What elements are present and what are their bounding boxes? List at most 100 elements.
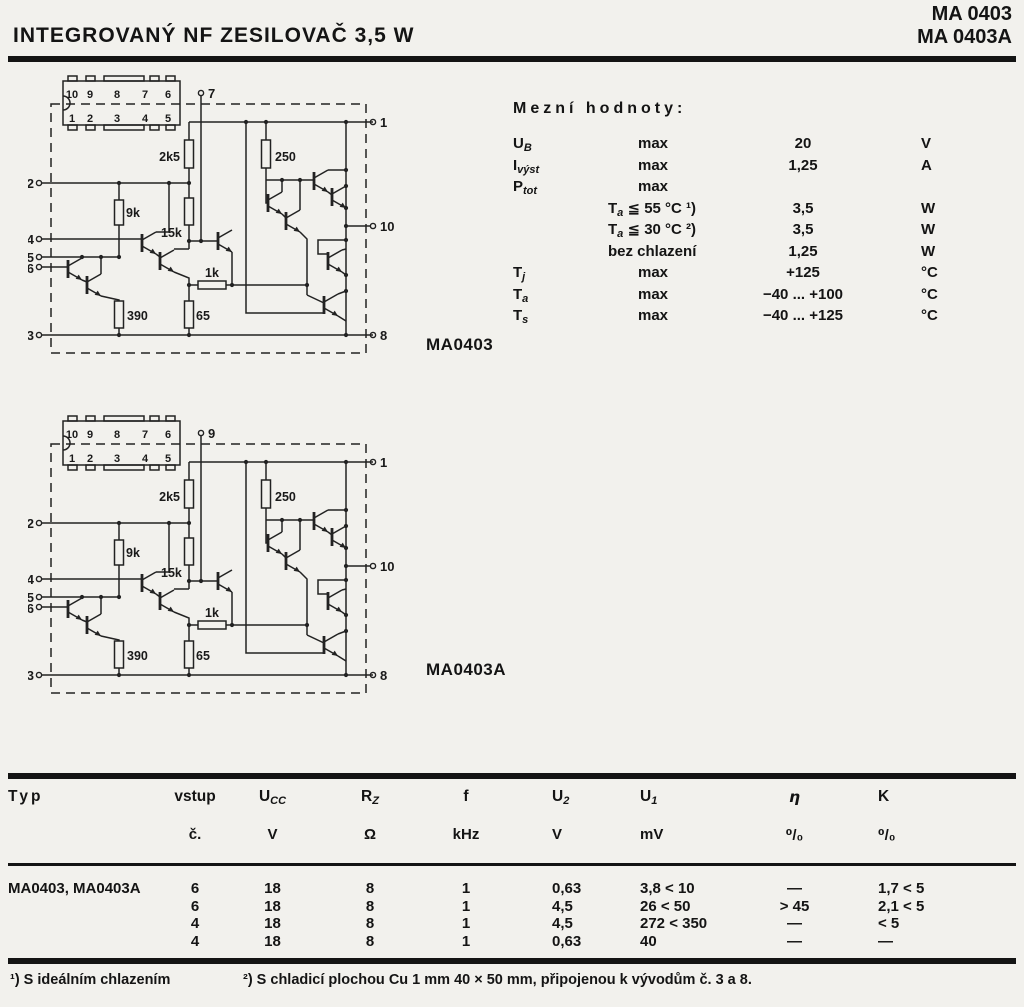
table-cell: 40 — [640, 932, 657, 950]
page-title: INTEGROVANÝ NF ZESILOVAČ 3,5 W — [13, 24, 415, 47]
col-header-f: f — [463, 788, 469, 805]
footnote-2: ²) S chladicí plochou Cu 1 mm 40 × 50 mm… — [243, 972, 752, 988]
pin-label-2: 2 — [28, 176, 34, 191]
resistor-65 — [183, 640, 195, 669]
circuit-block-ma0403: 10 9 8 7 6 1 2 3 4 5 — [28, 73, 548, 413]
pin-label-top: 7 — [208, 86, 215, 101]
dip-package-symbol: 10 9 8 7 6 1 2 3 4 5 — [62, 75, 181, 131]
dip-pin-4: 4 — [142, 113, 149, 125]
pin-label-top: 9 — [208, 426, 215, 441]
table-cell: 8 — [365, 915, 375, 932]
table-cell: 8 — [365, 897, 375, 915]
pin-label-10: 10 — [380, 559, 394, 574]
resistor-15k — [183, 537, 195, 566]
table-header-rule — [8, 863, 1016, 866]
limit-row: Ta ≦ 30 °C ²) 3,5 W — [608, 221, 936, 240]
dip-pin-5: 5 — [165, 453, 171, 465]
resistor-1k — [197, 620, 227, 630]
limit-row: UB max 20 V — [513, 135, 932, 154]
resistor-9k — [113, 199, 125, 226]
pin-label-8: 8 — [380, 668, 387, 683]
resistor-65-label: 65 — [196, 309, 210, 323]
table-cell: 18 — [264, 880, 281, 897]
resistor-2k5-label: 2k5 — [159, 490, 180, 504]
table-cell: — — [787, 915, 802, 932]
table-cell: 18 — [264, 932, 281, 950]
circuit-schematic: 10 9 8 7 6 1 2 3 4 5 — [28, 75, 394, 354]
dip-pin-8: 8 — [114, 89, 120, 101]
resistors: 2k5 250 9k 15k 1k 390 65 — [113, 139, 296, 329]
table-cell: 6 — [190, 897, 200, 915]
resistor-390-label: 390 — [127, 649, 148, 663]
pin-label-8: 8 — [380, 328, 387, 343]
dip-pin-5: 5 — [165, 113, 171, 125]
table-cell: — — [878, 932, 893, 950]
pin1-notch — [62, 435, 71, 451]
pin-label-2: 2 — [28, 516, 34, 531]
dip-pin-6: 6 — [165, 89, 171, 101]
dip-pin-1: 1 — [69, 453, 75, 465]
table-bottom-rule — [8, 958, 1016, 964]
dip-package-symbol: 10 9 8 7 6 1 2 3 4 5 — [62, 415, 181, 471]
resistor-9k-label: 9k — [126, 206, 140, 220]
ic-boundary-dashed-box — [50, 103, 367, 354]
table-cell: 0,63 — [552, 880, 582, 897]
table-cell: 4 — [190, 915, 200, 932]
resistor-65 — [183, 300, 195, 329]
limit-row: Ivýst max 1,25 A — [513, 156, 932, 176]
resistor-390 — [113, 300, 125, 329]
resistor-15k-label: 15k — [161, 566, 182, 580]
col-header-u2: U2 — [552, 788, 570, 807]
col-header-k: K — [878, 788, 890, 805]
limit-row: Ts max −40 ... +125 °C — [513, 307, 938, 326]
table-cell: 4,5 — [552, 915, 573, 932]
table-cell: 1,7 < 5 — [878, 880, 925, 897]
limit-row: Ta max −40 ... +100 °C — [513, 285, 938, 305]
transistors — [66, 168, 348, 318]
col-header-rz: RZ — [361, 788, 379, 807]
part-number-1: MA 0403 — [931, 3, 1012, 25]
header-divider — [8, 56, 1016, 62]
footnote-1: ¹) S ideálním chlazením — [10, 972, 171, 988]
part-number-2: MA 0403A — [917, 26, 1012, 48]
table-unit-row: č. V Ω kHz V mV ⁰/₀ ⁰/₀ — [188, 826, 896, 844]
dip-pin-1: 1 — [69, 113, 75, 125]
resistor-390 — [113, 640, 125, 669]
circuit-schematic-a: 10 9 8 7 6 1 2 3 4 5 — [28, 415, 394, 694]
table-cell: 2,1 < 5 — [878, 897, 925, 915]
pin-label-1: 1 — [380, 115, 387, 130]
resistor-2k5-label: 2k5 — [159, 150, 180, 164]
dip-pin-7: 7 — [142, 89, 148, 101]
junction-dots — [79, 459, 349, 678]
dip-pin-9: 9 — [87, 429, 93, 441]
limit-row: Ta ≦ 55 °C ¹) 3,5 W — [608, 199, 936, 219]
limit-row: Tj max +125 °C — [513, 264, 938, 283]
dip-pin-7: 7 — [142, 429, 148, 441]
dip-pin-10: 10 — [66, 89, 78, 101]
pin-label-10: 10 — [380, 219, 394, 234]
pin-label-6: 6 — [28, 601, 34, 616]
table-cell: 1 — [461, 915, 471, 932]
dip-pin-6: 6 — [165, 429, 171, 441]
table-cell: 1 — [461, 897, 471, 915]
pin-label-4: 4 — [28, 572, 35, 587]
pin-label-3: 3 — [28, 668, 34, 683]
resistor-2k5 — [183, 139, 195, 169]
table-cell: 1 — [461, 880, 471, 897]
dip-pin-9: 9 — [87, 89, 93, 101]
resistor-1k-label: 1k — [205, 266, 219, 280]
table-header-row: Typ vstup UCC RZ f U2 U1 η K — [8, 788, 982, 807]
pin-label-5: 5 — [28, 250, 34, 265]
pin-label-5: 5 — [28, 590, 34, 605]
col-header-vstup: vstup — [174, 788, 216, 805]
resistors: 2k5 250 9k 15k 1k 390 65 — [113, 479, 296, 669]
table-body: MA0403, MA0403A 6 18 8 1 0,63 3,8 < 10 —… — [8, 880, 982, 950]
resistor-15k — [183, 197, 195, 226]
limit-row: bez chlazení 1,25 W — [608, 242, 936, 260]
col-header-typ: Typ — [8, 788, 44, 805]
type-label: MA0403, MA0403A — [8, 880, 141, 897]
resistor-15k-label: 15k — [161, 226, 182, 240]
limits-section: Mezní hodnoty: UB max 20 V Ivýst max 1,2… — [513, 100, 993, 328]
table-cell: 18 — [264, 897, 281, 915]
pin-terminals: 2 4 5 6 3 1 10 8 9 — [28, 426, 394, 683]
